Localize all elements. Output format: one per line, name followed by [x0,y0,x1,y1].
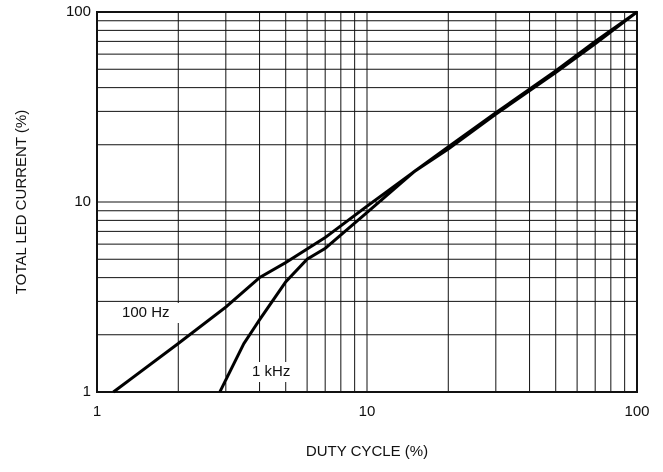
y-tick-label: 1 [83,383,91,400]
label-background [118,303,190,323]
plot-frame [96,11,638,393]
y-tick-label: 100 [66,3,91,20]
series-line [218,10,638,393]
label-background [248,362,306,382]
series-label: 100 Hz [122,304,170,321]
x-axis-label: DUTY CYCLE (%) [306,443,428,460]
y-axis-label: TOTAL LED CURRENT (%) [13,110,30,294]
x-tick-label: 100 [624,403,649,420]
y-tick-label: 10 [74,193,91,210]
x-tick-label: 10 [359,403,376,420]
series-label: 1 kHz [252,363,290,380]
x-tick-label: 1 [93,403,101,420]
